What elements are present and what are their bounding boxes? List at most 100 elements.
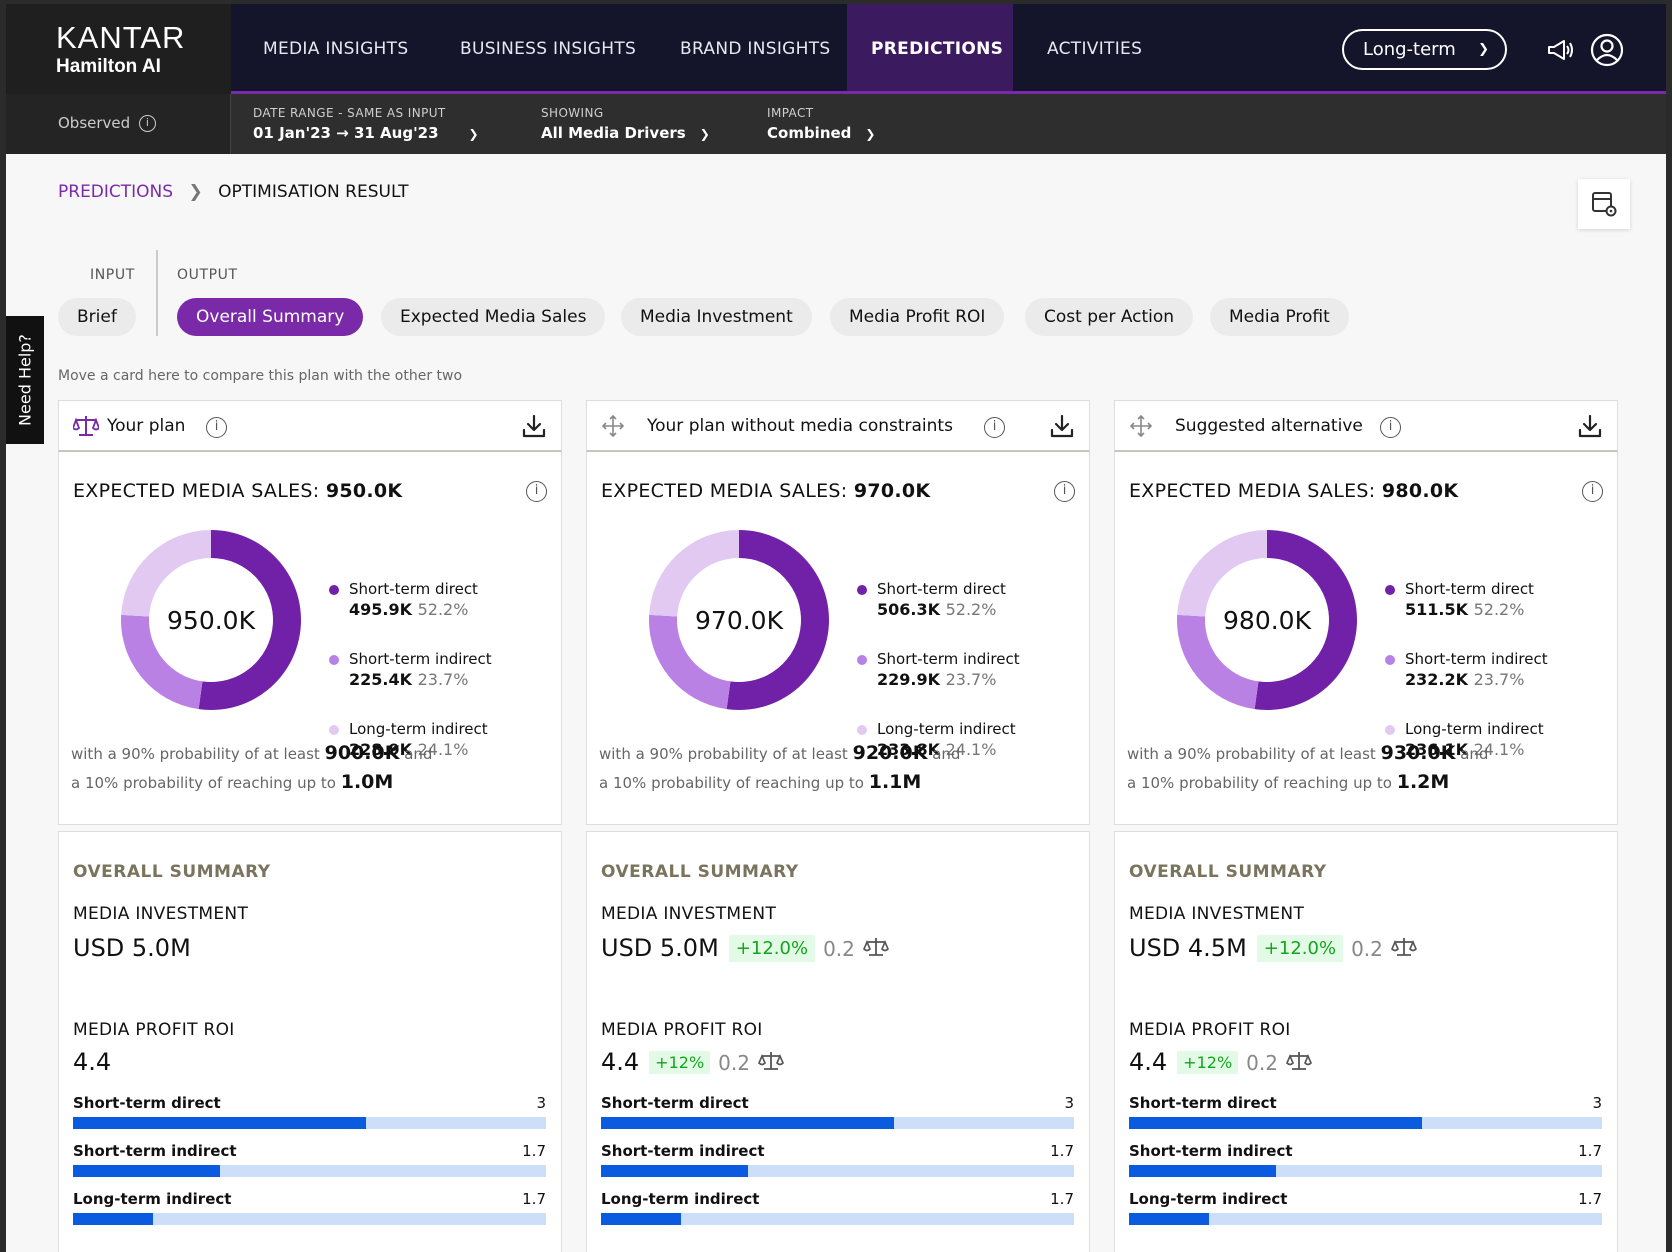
legend-value: 506.3K	[877, 600, 941, 619]
legend-pct: 23.7%	[945, 670, 997, 689]
date-range-filter[interactable]: DATE RANGE - SAME AS INPUT 01 Jan'23 → 3…	[253, 106, 479, 142]
donut-slice-3[interactable]	[1177, 530, 1267, 617]
download-icon[interactable]	[1049, 413, 1075, 439]
table-settings-icon	[1592, 192, 1617, 217]
expected-media-sales-card: EXPECTED MEDIA SALES: 970.0K i 970.0K Sh…	[586, 452, 1090, 825]
donut-center-total: 950.0K	[167, 606, 256, 635]
nav-item-brand-insights[interactable]: BRAND INSIGHTS	[680, 39, 831, 59]
plan-card-header[interactable]: Suggested alternative i	[1114, 400, 1618, 452]
legend-item: Long-term indirect 236.1K 24.1%	[1385, 720, 1544, 759]
roi-bar-row: Short-term direct 3	[1129, 1094, 1602, 1129]
tab-cost-per-action[interactable]: Cost per Action	[1025, 298, 1194, 336]
plan-title: Your plan	[107, 416, 186, 436]
roi-bar-row: Short-term direct 3	[73, 1094, 546, 1129]
legend-item: Short-term indirect 229.9K 23.7%	[857, 650, 1020, 689]
observed-toggle[interactable]: Observed i	[6, 94, 231, 154]
tab-media-investment[interactable]: Media Investment	[621, 298, 812, 336]
donut-slice-2[interactable]	[120, 614, 203, 710]
nav-item-media-insights[interactable]: MEDIA INSIGHTS	[263, 39, 409, 59]
megaphone-icon[interactable]	[1546, 37, 1574, 63]
probability-tail: and	[1460, 745, 1489, 763]
top-nav: KANTAR Hamilton AI MEDIA INSIGHTS BUSINE…	[6, 4, 1666, 94]
legend-swatch	[329, 585, 339, 595]
table-settings-button[interactable]	[1578, 179, 1630, 229]
media-profit-roi-value: 4.4	[73, 1048, 112, 1076]
investment-minor-value: 0.2	[823, 937, 855, 961]
donut-slice-3[interactable]	[121, 530, 211, 617]
term-select[interactable]: Long-term ❯	[1342, 29, 1507, 70]
output-label: OUTPUT	[177, 267, 238, 283]
roi-bar-row: Long-term indirect 1.7	[601, 1190, 1074, 1225]
legend-pct: 52.2%	[417, 600, 469, 619]
info-icon[interactable]: i	[526, 481, 547, 502]
probability-value: 1.0M	[340, 771, 394, 793]
plan-card-header[interactable]: Your plan without media constraints i	[586, 400, 1090, 452]
tab-expected-media-sales[interactable]: Expected Media Sales	[381, 298, 606, 336]
donut-slice-2[interactable]	[649, 614, 731, 710]
sales-donut-chart: 980.0K	[1177, 530, 1357, 710]
legend-label: Short-term indirect	[349, 650, 492, 668]
download-icon[interactable]	[1577, 413, 1603, 439]
need-help-tab[interactable]: Need Help?	[6, 316, 44, 444]
legend-item: Short-term direct 495.9K 52.2%	[329, 580, 478, 619]
info-icon[interactable]: i	[206, 417, 227, 438]
legend-value: 225.4K	[349, 670, 413, 689]
roi-bar-row: Short-term indirect 1.7	[73, 1142, 546, 1177]
donut-slice-1[interactable]	[198, 530, 302, 710]
info-icon[interactable]: i	[1582, 481, 1603, 502]
nav-item-business-insights[interactable]: BUSINESS INSIGHTS	[460, 39, 637, 59]
plan-card-header[interactable]: Your plan i	[58, 400, 562, 452]
download-icon[interactable]	[521, 413, 547, 439]
sales-label: EXPECTED MEDIA SALES:	[73, 480, 320, 502]
roi-bar-value: 1.7	[1050, 1190, 1074, 1208]
donut-slice-1[interactable]	[726, 530, 830, 710]
legend-label: Short-term indirect	[1405, 650, 1548, 668]
tab-media-profit-roi[interactable]: Media Profit ROI	[830, 298, 1005, 336]
legend-value: 233.8K	[877, 740, 941, 759]
logo[interactable]: KANTAR Hamilton AI	[6, 4, 231, 94]
probability-high: a 10% probability of reaching up to 1.0M	[71, 771, 393, 793]
info-icon[interactable]: i	[1380, 417, 1401, 438]
roi-bar-fill	[601, 1117, 895, 1129]
info-icon[interactable]: i	[138, 115, 156, 132]
legend-pct: 24.1%	[417, 740, 469, 759]
donut-slice-3[interactable]	[649, 530, 739, 617]
roi-bar-row: Long-term indirect 1.7	[73, 1190, 546, 1225]
roi-bar-value: 3	[536, 1094, 546, 1112]
product-name: Hamilton AI	[56, 56, 161, 77]
chevron-down-icon: ❯	[699, 127, 710, 141]
media-investment-label: MEDIA INVESTMENT	[73, 904, 249, 924]
user-account-icon[interactable]	[1590, 33, 1624, 67]
nav-item-activities[interactable]: ACTIVITIES	[1047, 39, 1143, 59]
tab-media-profit[interactable]: Media Profit	[1210, 298, 1349, 336]
roi-bar-label: Short-term direct	[1129, 1094, 1277, 1112]
nav-item-predictions[interactable]: PREDICTIONS	[847, 4, 1013, 91]
donut-slice-1[interactable]	[1254, 530, 1357, 710]
tab-brief[interactable]: Brief	[58, 298, 136, 336]
media-investment-value: USD 5.0M	[601, 934, 719, 962]
roi-bar-track	[1129, 1213, 1602, 1225]
impact-filter[interactable]: IMPACT Combined ❯	[767, 106, 875, 142]
input-label: INPUT	[90, 267, 135, 283]
legend-pct: 52.2%	[1473, 600, 1525, 619]
legend-label: Short-term indirect	[877, 650, 1020, 668]
tab-overall-summary[interactable]: Overall Summary	[177, 298, 364, 336]
media-investment-value: USD 5.0M	[73, 934, 191, 962]
roi-minor-value: 0.2	[718, 1051, 750, 1075]
roi-bar-row: Short-term indirect 1.7	[601, 1142, 1074, 1177]
media-profit-roi-row: 4.4	[73, 1048, 111, 1076]
sales-label: EXPECTED MEDIA SALES:	[601, 480, 848, 502]
legend-swatch	[857, 655, 867, 665]
roi-bar-track	[73, 1165, 546, 1177]
donut-slice-2[interactable]	[1177, 614, 1259, 710]
media-investment-label: MEDIA INVESTMENT	[601, 904, 777, 924]
roi-bar-fill	[73, 1165, 220, 1177]
breadcrumb-parent[interactable]: PREDICTIONS	[58, 182, 174, 202]
info-icon[interactable]: i	[1054, 481, 1075, 502]
showing-filter[interactable]: SHOWING All Media Drivers ❯	[541, 106, 710, 142]
info-icon[interactable]: i	[984, 417, 1005, 438]
summary-heading: OVERALL SUMMARY	[1129, 862, 1327, 882]
probability-tail: and	[404, 745, 433, 763]
summary-heading: OVERALL SUMMARY	[73, 862, 271, 882]
overall-summary-card: OVERALL SUMMARY MEDIA INVESTMENT USD 5.0…	[58, 831, 562, 1252]
